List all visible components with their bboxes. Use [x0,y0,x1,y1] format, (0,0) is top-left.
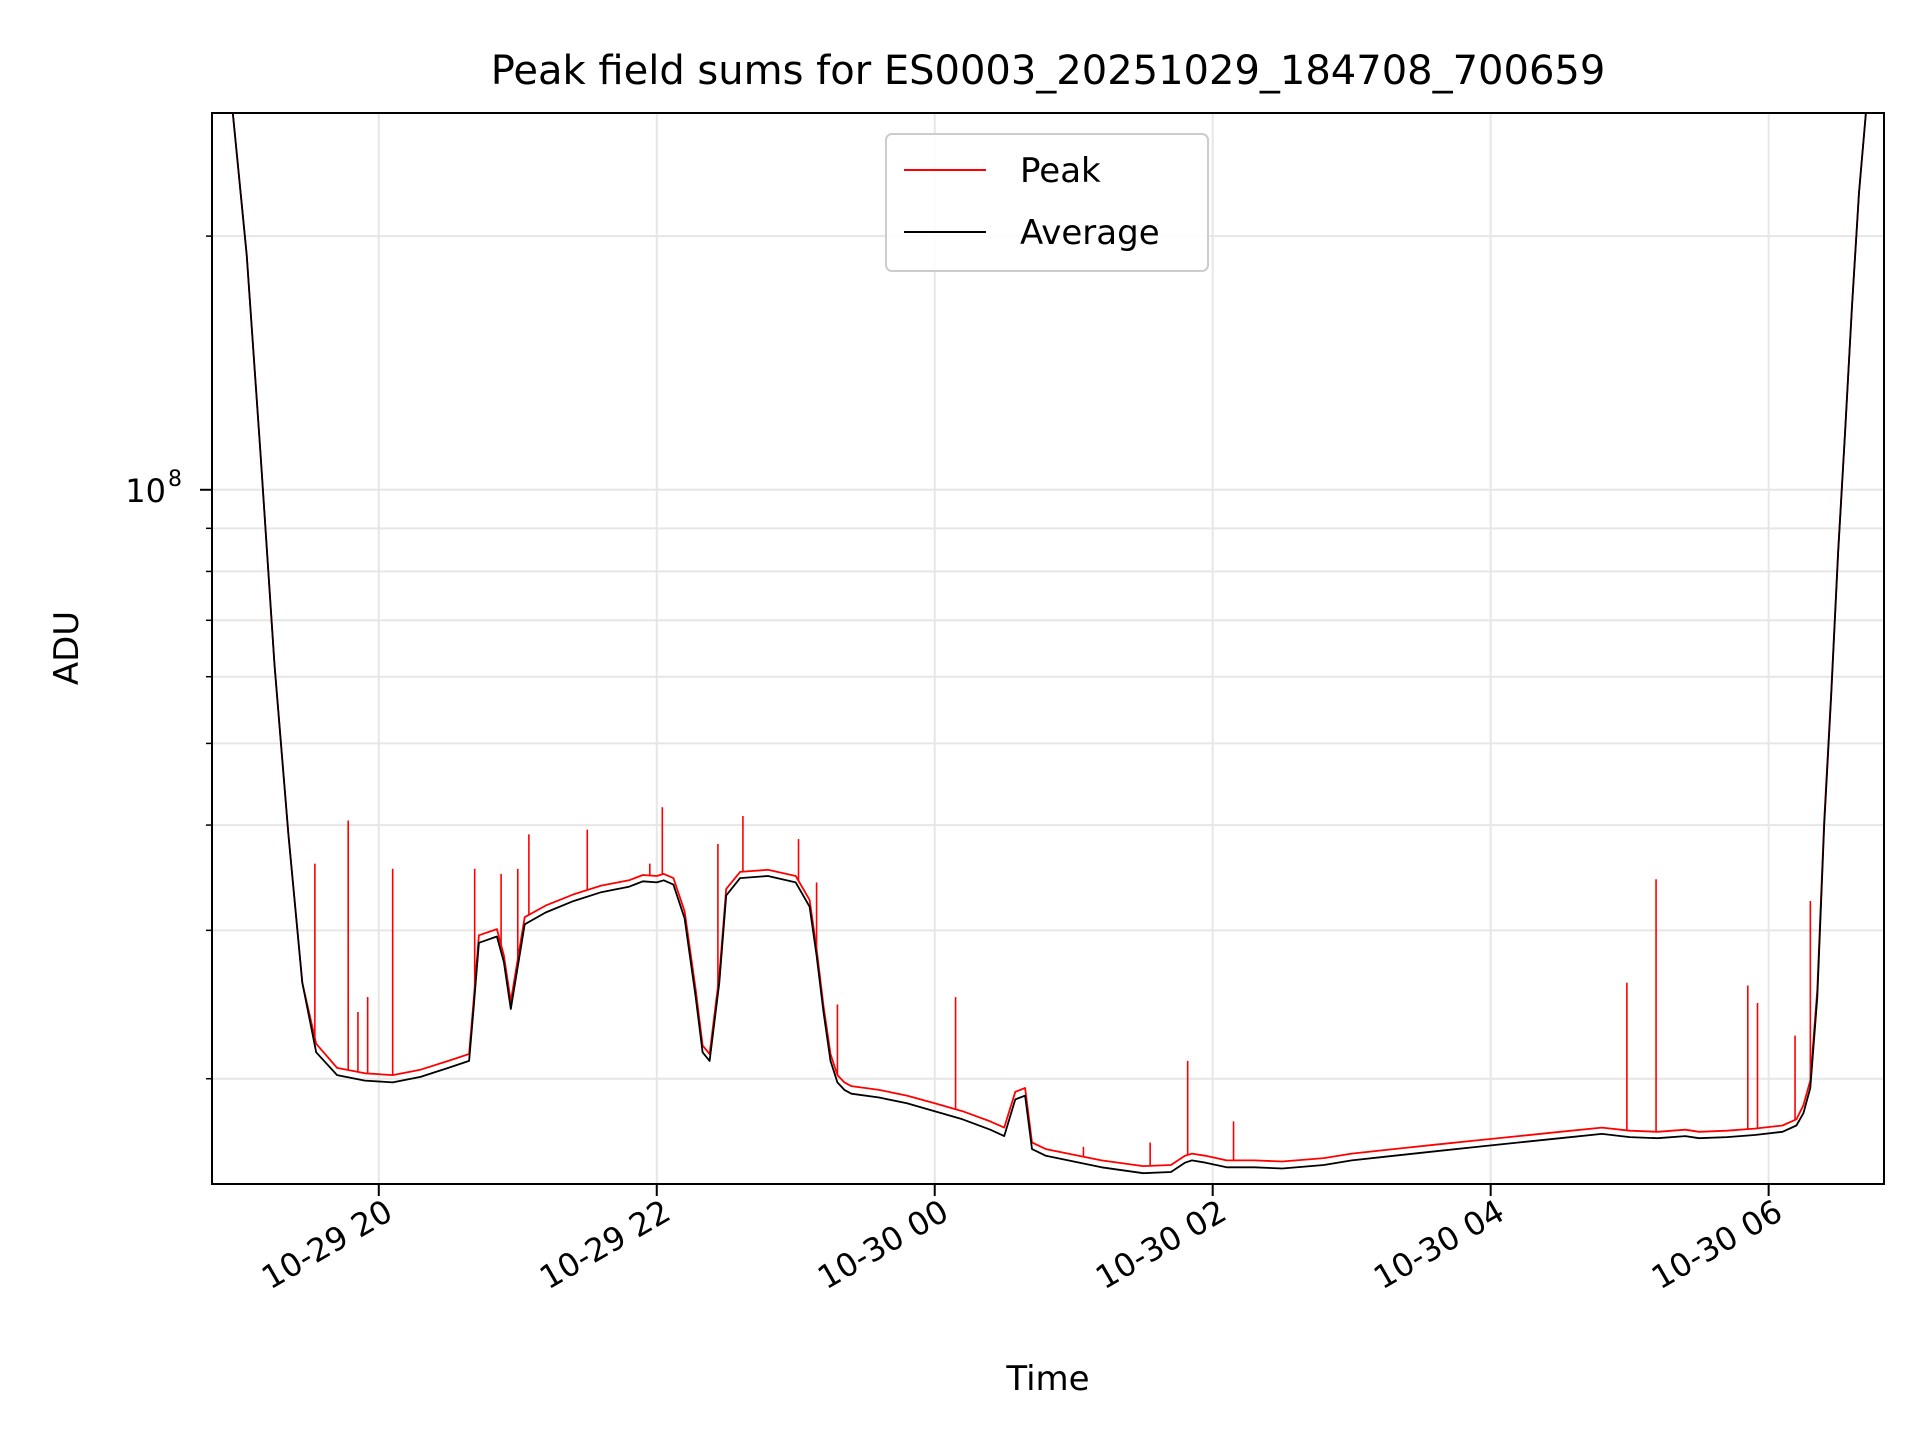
series-layer [212,113,1884,1175]
x-axis-label: Time [1005,1359,1089,1399]
y-axis-label: ADU [47,611,87,685]
y-tick-label: 10 [125,472,166,510]
y-tick-exponent: 8 [168,467,182,492]
legend: Peak Average [885,133,1209,272]
peak-series-line [212,113,1884,1167]
legend-average-label: Average [1020,213,1160,253]
average-series-line [212,113,1884,1175]
legend-peak-label: Peak [1020,151,1101,191]
legend-box [885,133,1209,272]
chart-title: Peak field sums for ES0003_20251029_1847… [491,48,1606,94]
plot-frame [211,112,1885,1185]
